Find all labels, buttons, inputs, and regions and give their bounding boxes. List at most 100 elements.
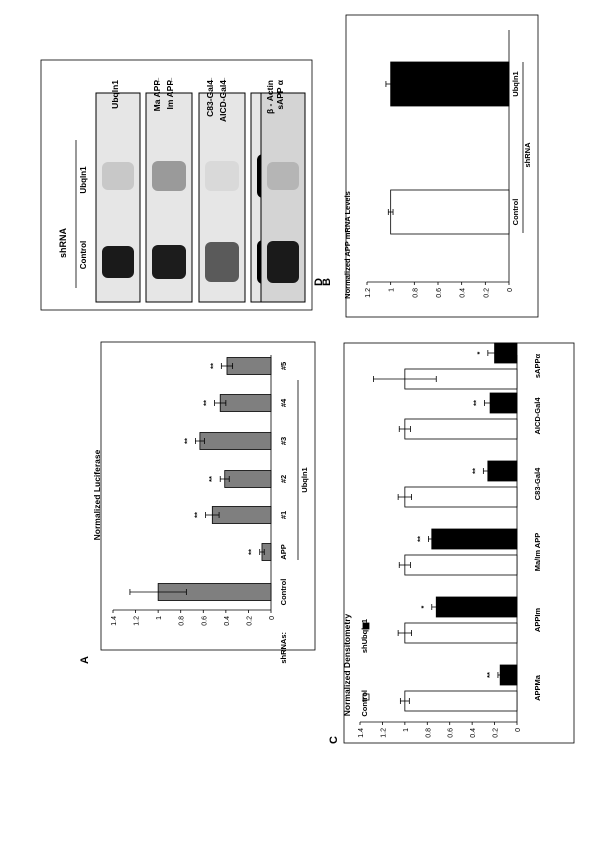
panel-c-bar-control — [404, 690, 518, 712]
panel-c-tick-label: 0.8 — [425, 728, 432, 738]
panel-c-tick-label: 0.4 — [470, 728, 477, 738]
panel-a-tick-label: 1.2 — [134, 616, 141, 626]
panel-c-category-label: C83-Gal4 — [533, 467, 542, 500]
panel-c-significance: * — [475, 351, 484, 354]
panel-a-significance: ** — [247, 549, 256, 555]
panel-a-frame — [100, 341, 316, 651]
panel-b-band — [102, 246, 134, 278]
panel-b-arrow: ← — [219, 76, 228, 84]
panel-c-chart: Normalized Densitometry ControlshUbqln1 … — [342, 342, 575, 744]
panel-b-band — [152, 245, 186, 279]
panel-c-tick-label: 0 — [515, 728, 522, 732]
panel-a-tick-label: 1 — [156, 616, 163, 620]
panel-a-bar — [224, 470, 272, 488]
panel-c-bar-control — [404, 486, 518, 508]
panel-a-significance: ** — [207, 476, 216, 482]
panel-d-bar-control — [390, 189, 510, 235]
panel-b-row-label: sAPP α — [275, 79, 285, 109]
panel-c-category-label: Ma/Im APP — [533, 533, 542, 571]
panel-c-tick-label: 1.4 — [358, 728, 365, 738]
panel-b-title: shRNA — [58, 228, 68, 259]
panel-d-tick-label: 0.6 — [436, 288, 443, 298]
panel-c-frame — [343, 342, 575, 744]
panel-label-b: B — [321, 278, 333, 286]
panel-a-significance: ** — [193, 512, 202, 518]
panel-a-category-label: APP — [279, 544, 288, 559]
panel-c-significance: ** — [471, 400, 480, 406]
panel-a-tick-label: 0 — [269, 616, 276, 620]
panel-d-tick-label: 0.4 — [460, 288, 467, 298]
panel-d-category-label: Control — [511, 199, 520, 226]
panel-d-category-label: Ubqln1 — [511, 71, 520, 96]
panel-b-band — [102, 162, 134, 190]
panel-c-significance: ** — [470, 468, 479, 474]
panel-b-blots: shRNA Control Ubqln1 Ubqln1 Ma APP← Im APP… — [40, 59, 313, 311]
panel-b-band — [205, 161, 239, 191]
panel-b-band — [267, 241, 299, 283]
panel-a-bar — [199, 432, 272, 450]
panel-a-chart: Normalized Luciferase shRNAs: Ubqln1 1.4… — [92, 341, 316, 664]
panel-label-a: A — [79, 656, 91, 664]
panel-a-category-label: #1 — [279, 511, 288, 519]
panel-c-tick-label: 0.2 — [493, 728, 500, 738]
panel-b-row-label: AICD-Gal4 — [218, 80, 228, 122]
panel-a-category-label: Control — [279, 579, 288, 606]
panel-b-arrow: ← — [153, 76, 162, 84]
panel-a-bar — [226, 357, 272, 375]
panel-c-legend-label-control: Control — [360, 690, 369, 717]
panel-b-frame — [40, 59, 313, 311]
panel-a-tick-label: 0.8 — [179, 616, 186, 626]
panel-c-ylabel: Normalized Densitometry — [342, 613, 352, 716]
panel-d-tick-label: 1.2 — [365, 288, 372, 298]
panel-a-category-label: #2 — [279, 475, 288, 483]
panel-a-category-label: #5 — [279, 362, 288, 370]
panel-d-frame — [345, 14, 539, 318]
panel-c-tick-label: 1.2 — [380, 728, 387, 738]
panel-a-tick-label: 0.6 — [201, 616, 208, 626]
panel-b-band — [152, 161, 186, 191]
panel-a-group-label: Ubqln1 — [300, 467, 309, 492]
panel-a-tick-label: 0.2 — [246, 616, 253, 626]
panel-a-significance: ** — [202, 400, 211, 406]
panel-c-bar-shubqln1 — [435, 596, 518, 618]
panel-b-band — [267, 162, 299, 190]
panel-d-chart: Normalized APP mRNA Levels shRNA 1.2 1 0.8… — [343, 14, 539, 318]
panel-a-category-label: #4 — [279, 398, 288, 407]
panel-label-d: D — [313, 278, 325, 286]
panel-c-category-label: APPMa — [533, 674, 542, 701]
panel-b-arrow: ← — [206, 76, 215, 84]
panel-c-significance: ** — [485, 672, 494, 678]
panel-c-tick-label: 0.6 — [448, 728, 455, 738]
panel-c-category-label: AICD-Gal4 — [533, 397, 542, 435]
panel-c-category-label: APPIm — [533, 608, 542, 633]
panel-d-ylabel: Normalized APP mRNA Levels — [343, 191, 352, 299]
panel-b-col-ubqln1: Ubqln1 — [79, 166, 88, 194]
panel-d-bar-ubqln1 — [390, 61, 510, 107]
panel-c-legend-label-shubqln1: shUbqln1 — [360, 619, 369, 653]
panel-b-row-label: C83-Gal4 — [205, 80, 215, 117]
panel-d-tick-label: 1 — [389, 288, 396, 292]
panel-a-significance: ** — [182, 438, 191, 444]
panel-a-tick-label: 1.4 — [111, 616, 118, 626]
panel-b-arrow: ← — [166, 76, 175, 84]
panel-a-bar — [211, 506, 272, 524]
panel-c-bar-shubqln1 — [431, 528, 518, 550]
panel-a-category-label: #3 — [279, 437, 288, 445]
panel-c-category-label: sAPPα — [533, 354, 542, 379]
panel-c-legend-swatch-control — [362, 693, 370, 701]
panel-c-significance: * — [419, 605, 428, 608]
panel-c-tick-label: 1 — [403, 728, 410, 732]
panel-d-group-label: shRNA — [523, 142, 532, 168]
panel-c-significance: ** — [415, 536, 424, 542]
panel-b-row-label: β - Actin — [265, 80, 275, 114]
panel-a-significance: ** — [208, 363, 217, 369]
panel-d-tick-label: 0.2 — [483, 288, 490, 298]
panel-a-xprefix: shRNAs: — [279, 632, 288, 664]
panel-d-tick-label: 0.8 — [412, 288, 419, 298]
panel-a-tick-label: 0.4 — [224, 616, 231, 626]
panel-b-row-label: Im APP — [165, 80, 175, 110]
panel-c-legend-swatch-shubqln1 — [362, 622, 370, 630]
panel-b-row-label: Ubqln1 — [110, 80, 120, 109]
panel-c-bar-control — [404, 622, 518, 644]
